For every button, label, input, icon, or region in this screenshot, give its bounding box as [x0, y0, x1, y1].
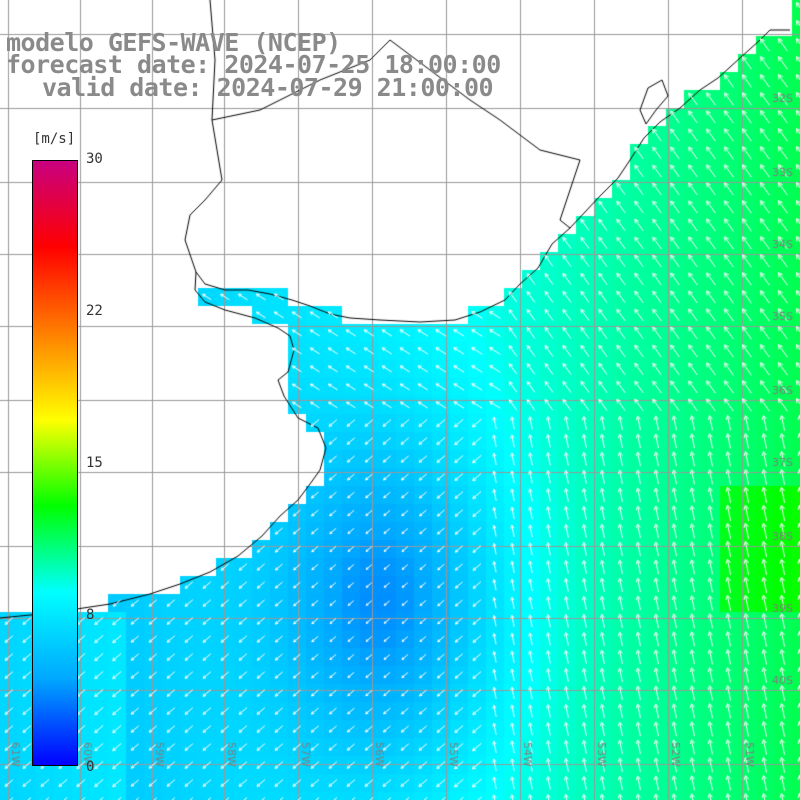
valid-date: valid date: 2024-07-29 21:00:00	[42, 73, 494, 102]
colorbar-label-22: 22	[86, 303, 103, 319]
colorbar-label-0: 0	[86, 759, 95, 775]
model-title: modelo GEFS-WAVE (NCEP)	[6, 28, 341, 57]
colorbar-label-30: 30	[86, 151, 103, 167]
forecast-date: forecast date: 2024-07-25 18:00:00	[6, 50, 501, 79]
colorbar-label-15: 15	[86, 455, 103, 471]
colorbar-label-8: 8	[86, 607, 95, 623]
colorbar	[32, 160, 78, 766]
colorbar-unit: [m/s]	[33, 131, 76, 147]
